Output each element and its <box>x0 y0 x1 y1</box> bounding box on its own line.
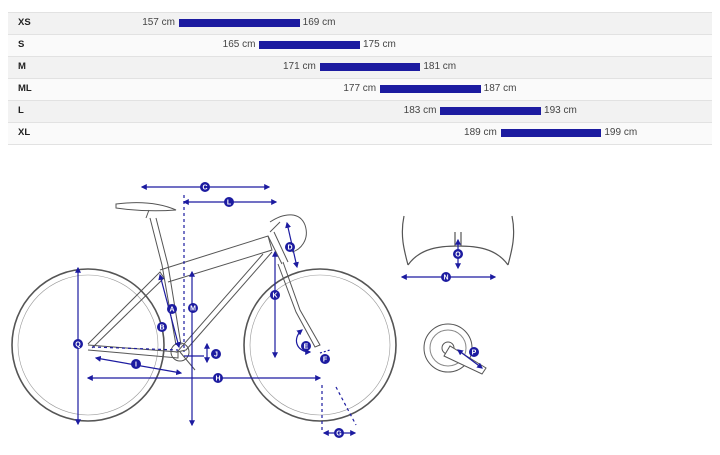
marker-circle <box>188 303 198 313</box>
seat-stay <box>87 271 165 349</box>
saddle <box>115 202 177 212</box>
marker-circle <box>453 249 463 259</box>
marker-m: M <box>188 303 198 313</box>
height-range-bar <box>440 107 542 115</box>
marker-letter: L <box>227 200 232 207</box>
marker-letter: Q <box>75 342 81 349</box>
marker-letter: F <box>323 357 328 364</box>
marker-circle <box>320 354 330 364</box>
fork <box>277 261 321 348</box>
height-range-bar <box>500 129 602 137</box>
stem <box>269 221 281 233</box>
size-row-s: S 165 cm 175 cm <box>8 34 712 56</box>
marker-circle <box>213 373 223 383</box>
marker-circle <box>200 182 210 192</box>
min-height-label: 157 cm <box>142 17 175 28</box>
max-height-label: 181 cm <box>423 61 457 72</box>
max-height-label: 175 cm <box>363 39 396 50</box>
marker-circle <box>211 349 221 359</box>
max-height-label: 199 cm <box>604 127 638 138</box>
marker-d: D <box>285 242 295 252</box>
min-height-label: 165 cm <box>222 39 256 50</box>
marker-letter: O <box>455 252 461 259</box>
top-tube <box>159 235 273 283</box>
marker-letter: J <box>214 352 218 359</box>
max-height-label: 187 cm <box>483 83 517 94</box>
size-row-ml: ML 177 cm 187 cm <box>8 78 712 100</box>
seatpost <box>145 209 150 219</box>
size-label: S <box>18 39 25 50</box>
marker-q: Q <box>73 339 83 349</box>
marker-e: E <box>301 341 311 351</box>
size-row-xs: XS 157 cm 169 cm <box>8 12 712 34</box>
bike-geometry-diagram: C L D A B M K Q I J H E F G O N P <box>11 182 515 438</box>
marker-circle <box>73 339 83 349</box>
marker-k: K <box>270 290 280 300</box>
marker-letter: M <box>190 306 196 313</box>
marker-circle <box>285 242 295 252</box>
min-height-label: 189 cm <box>464 127 497 138</box>
height-range-bar <box>380 85 481 93</box>
min-height-label: 171 cm <box>282 61 316 72</box>
marker-letter: P <box>472 350 477 357</box>
max-height-label: 169 cm <box>302 17 336 28</box>
marker-h: H <box>213 373 223 383</box>
chain-stay <box>87 344 179 359</box>
marker-circle <box>167 304 177 314</box>
marker-letter: D <box>287 245 292 252</box>
marker-letter: N <box>443 275 448 282</box>
marker-circle <box>469 347 479 357</box>
size-label: ML <box>18 83 32 94</box>
size-label: M <box>18 61 26 72</box>
max-height-label: 193 cm <box>544 105 577 116</box>
marker-b: B <box>157 322 167 332</box>
marker-c: C <box>200 182 210 192</box>
handlebar <box>269 214 307 253</box>
marker-f: F <box>320 354 330 364</box>
size-row-m: M 171 cm 181 cm <box>8 56 712 78</box>
marker-j: J <box>211 349 221 359</box>
dimension-markers: C L D A B M K Q I J H E F G O N P <box>73 182 479 438</box>
min-height-label: 183 cm <box>403 105 437 116</box>
marker-n: N <box>441 272 451 282</box>
marker-circle <box>441 272 451 282</box>
marker-letter: I <box>135 362 137 369</box>
marker-circle <box>224 197 234 207</box>
marker-letter: K <box>272 293 277 300</box>
marker-letter: G <box>336 431 342 438</box>
marker-letter: B <box>159 325 164 332</box>
size-chart: XS 157 cm 169 cm S 165 cm 175 cm M 171 cm 181 cm… <box>8 12 712 145</box>
marker-i: I <box>131 359 141 369</box>
bike-frame-drawing <box>11 202 397 422</box>
size-row-xl: XL 189 cm 199 cm <box>8 122 712 145</box>
height-range-bar <box>178 19 300 27</box>
size-label: L <box>18 105 24 116</box>
min-height-label: 177 cm <box>343 83 377 94</box>
marker-g: G <box>334 428 344 438</box>
marker-p: P <box>469 347 479 357</box>
height-range-bar <box>319 63 421 71</box>
marker-letter: H <box>215 376 220 383</box>
marker-circle <box>334 428 344 438</box>
down-tube <box>175 251 273 353</box>
marker-a: A <box>167 304 177 314</box>
marker-letter: C <box>202 185 207 192</box>
marker-circle <box>270 290 280 300</box>
marker-letter: A <box>169 307 174 314</box>
marker-circle <box>131 359 141 369</box>
marker-letter: E <box>304 344 309 351</box>
front-wheel <box>243 268 397 422</box>
height-range-bar <box>259 41 360 49</box>
size-row-l: L 183 cm 193 cm <box>8 100 712 122</box>
marker-circle <box>157 322 167 332</box>
marker-o: O <box>453 249 463 259</box>
marker-circle <box>301 341 311 351</box>
marker-l: L <box>224 197 234 207</box>
size-label: XL <box>18 127 31 138</box>
size-label: XS <box>18 17 31 28</box>
